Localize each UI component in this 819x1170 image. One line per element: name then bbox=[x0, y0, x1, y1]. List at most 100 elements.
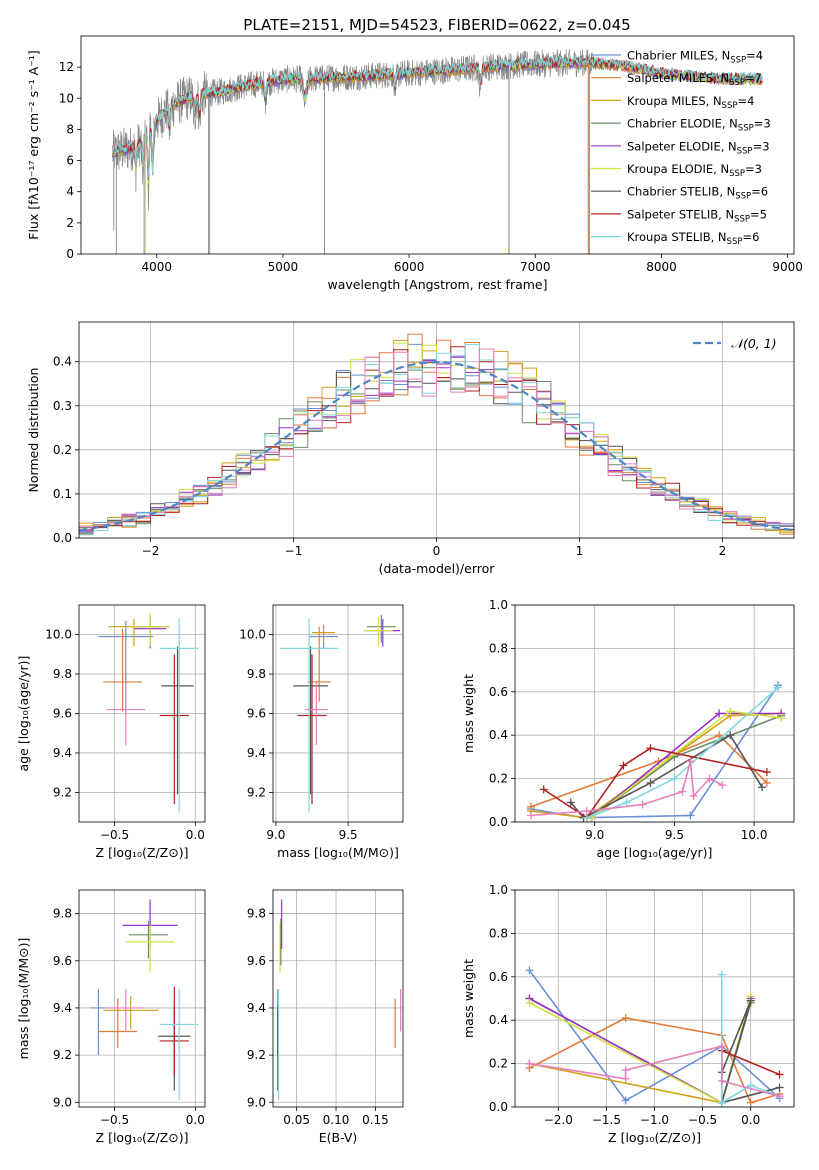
mass_vs_ebv-panel: 0.05 0.10 0.15 9.0 9.2 9.4 9.6 9.8 E(B-V) bbox=[247, 889, 404, 1145]
weight_vs_Z-xtick-label: −1.5 bbox=[592, 1113, 621, 1127]
spectrum-ytick-label: 0 bbox=[66, 247, 74, 261]
residuals-xlabel: (data-model)/error bbox=[379, 561, 496, 576]
mass_vs_Z-plot-area bbox=[90, 899, 199, 1100]
weight_vs_Z-ytick-label: 0.2 bbox=[489, 1057, 508, 1071]
age_vs_mass-ytick-label: 9.4 bbox=[247, 746, 266, 760]
spectrum-frame bbox=[80, 35, 795, 255]
mass_vs_ebv-ytick-label: 9.8 bbox=[247, 907, 266, 921]
legend-label-value: =4 bbox=[737, 94, 754, 108]
age_vs_Z-ytick-label: 9.6 bbox=[53, 707, 72, 721]
legend-label-sub: SSP bbox=[729, 169, 745, 179]
age_vs_Z-ytick-label: 9.8 bbox=[53, 667, 72, 681]
spectrum-panel: 4000 5000 6000 7000 8000 9000 0 2 4 6 8 10 12 wavelen… bbox=[26, 35, 803, 292]
age_vs_mass-frame bbox=[272, 604, 404, 823]
weight_vs_age-panel: 9.0 9.5 10.0 0.0 0.2 0.4 0.6 0.8 1.0 age [log₁₀(a… bbox=[461, 598, 795, 860]
legend-label: Salpeter ELODIE, NSSP=3 bbox=[627, 139, 770, 156]
weight_vs_age-series-line bbox=[543, 747, 768, 819]
legend-label-text: Salpeter MILES, N bbox=[627, 71, 729, 85]
weight_vs_Z-ytick-label: 0.4 bbox=[489, 1013, 508, 1027]
mass_vs_ebv-frame bbox=[272, 889, 404, 1108]
legend-label-value: =3 bbox=[745, 162, 762, 176]
residuals-ylabel: Normed distribution bbox=[26, 368, 41, 493]
residuals-xtick-label: −2 bbox=[142, 544, 160, 558]
spectrum-xtick-label: 4000 bbox=[141, 260, 172, 274]
weight_vs_age-series-line bbox=[530, 760, 723, 817]
weight_vs_Z-xtick-label: −1.0 bbox=[640, 1113, 669, 1127]
mass_vs_ebv-ytick-label: 9.0 bbox=[247, 1095, 266, 1109]
legend-label: Salpeter MILES, NSSP=7 bbox=[627, 71, 762, 88]
residuals-panel: −2 −1 0 1 2 0.0 0.1 0.2 0.3 0.4 (data-model)/error… bbox=[26, 321, 795, 576]
spectrum-xtick-label: 8000 bbox=[646, 260, 677, 274]
residuals-ytick-label: 0.2 bbox=[53, 443, 72, 457]
residuals-ytick-label: 0.1 bbox=[53, 487, 72, 501]
weight_vs_age-ytick-label: 0.0 bbox=[489, 815, 508, 829]
mass_vs_ebv-xtick-label: 0.15 bbox=[362, 1113, 389, 1127]
weight_vs_Z-series-line bbox=[721, 974, 780, 1105]
weight_vs_age-ytick-label: 0.6 bbox=[489, 685, 508, 699]
age_vs_Z-plot-area bbox=[98, 612, 199, 813]
mass_vs_Z-ytick-label: 9.4 bbox=[53, 1001, 72, 1015]
mass_vs_Z-ytick-label: 9.6 bbox=[53, 954, 72, 968]
weight_vs_Z-xtick-label: 0.0 bbox=[741, 1113, 760, 1127]
residuals-ytick-label: 0.0 bbox=[53, 531, 72, 545]
residuals-xtick-label: 1 bbox=[576, 544, 584, 558]
residuals-ytick-label: 0.4 bbox=[53, 355, 72, 369]
residuals-plot-area bbox=[79, 333, 794, 536]
mass_vs_Z-ytick-label: 9.2 bbox=[53, 1048, 72, 1062]
residuals-xtick-label: 0 bbox=[433, 544, 441, 558]
age_vs_mass-panel: 9.0 9.5 9.2 9.4 9.6 9.8 10.0 mass [log₁₀(M/M⊙)] bbox=[239, 604, 404, 860]
weight_vs_Z-ylabel: mass weight bbox=[461, 959, 476, 1038]
mass_vs_ebv-plot-area bbox=[277, 899, 402, 1100]
spectrum-ylabel: Flux [fλ10⁻¹⁷ erg cm⁻² s⁻¹ A⁻¹] bbox=[26, 50, 41, 239]
weight_vs_Z-ytick-label: 0.8 bbox=[489, 926, 508, 940]
weight_vs_age-series-line bbox=[530, 734, 768, 808]
residuals-xtick-label: 2 bbox=[719, 544, 727, 558]
weight_vs_age-ytick-label: 0.4 bbox=[489, 728, 508, 742]
age_vs_mass-ytick-label: 10.0 bbox=[239, 628, 266, 642]
legend-label-value: =6 bbox=[751, 185, 768, 199]
age_vs_Z-ytick-label: 9.2 bbox=[53, 785, 72, 799]
spectrum-xtick-label: 9000 bbox=[772, 260, 803, 274]
weight_vs_Z-plot-area bbox=[525, 966, 784, 1107]
spectrum-plot-area bbox=[112, 48, 763, 254]
residuals-frame bbox=[78, 321, 795, 539]
weight_vs_age-ytick-label: 0.8 bbox=[489, 641, 508, 655]
weight_vs_Z-xtick-label: −0.5 bbox=[688, 1113, 717, 1127]
age_vs_Z-ytick-label: 9.4 bbox=[53, 746, 72, 760]
legend-label-text: Chabrier ELODIE, N bbox=[627, 117, 738, 131]
legend-label: Salpeter STELIB, NSSP=5 bbox=[627, 207, 767, 224]
legend-label: Chabrier MILES, NSSP=4 bbox=[627, 49, 763, 66]
age_vs_mass-plot-area bbox=[280, 614, 401, 813]
spectrum-ytick-label: 10 bbox=[59, 91, 74, 105]
weight_vs_age-xtick-label: 10.0 bbox=[741, 828, 768, 842]
age_vs_Z-ylabel: age [log₁₀(age/yr)] bbox=[16, 656, 31, 772]
weight_vs_Z-xlabel: Z [log₁₀(Z/Z⊙)] bbox=[608, 1130, 701, 1145]
legend-label-value: =4 bbox=[746, 49, 763, 63]
mass_vs_Z-xtick-label: 0.0 bbox=[186, 1113, 205, 1127]
mass_vs_Z-ytick-label: 9.8 bbox=[53, 907, 72, 921]
age_vs_Z-xlabel: Z [log₁₀(Z/Z⊙)] bbox=[96, 845, 189, 860]
age_vs_mass-xtick-label: 9.0 bbox=[266, 828, 285, 842]
mass_vs_ebv-ytick-label: 9.6 bbox=[247, 954, 266, 968]
legend-label-text: Chabrier MILES, N bbox=[627, 49, 730, 63]
age_vs_mass-xtick-label: 9.5 bbox=[339, 828, 358, 842]
mass_vs_Z-frame bbox=[78, 889, 206, 1108]
mass_vs_ebv-ytick-label: 9.4 bbox=[247, 1001, 266, 1015]
legend-label: Kroupa ELODIE, NSSP=3 bbox=[627, 162, 762, 179]
weight_vs_age-xtick-label: 9.0 bbox=[585, 828, 604, 842]
legend-label-value: =3 bbox=[753, 139, 770, 153]
weight_vs_age-series-line bbox=[586, 686, 779, 819]
spectrum-model-line bbox=[112, 57, 763, 182]
weight_vs_Z-ytick-label: 0.6 bbox=[489, 970, 508, 984]
residuals-xtick-label: −1 bbox=[285, 544, 303, 558]
age_vs_Z-frame bbox=[78, 604, 206, 823]
weight_vs_age-xlabel: age [log₁₀(age/yr)] bbox=[597, 845, 713, 860]
residual-histogram bbox=[79, 348, 794, 527]
weight_vs_age-series-line bbox=[591, 714, 782, 819]
spectrum-ytick-label: 2 bbox=[66, 216, 74, 230]
age_vs_mass-ytick-label: 9.8 bbox=[247, 667, 266, 681]
spectrum-xlabel: wavelength [Angstrom, rest frame] bbox=[327, 277, 547, 292]
legend-label-text: Chabrier STELIB, N bbox=[627, 185, 735, 199]
normal-curve bbox=[79, 360, 794, 532]
